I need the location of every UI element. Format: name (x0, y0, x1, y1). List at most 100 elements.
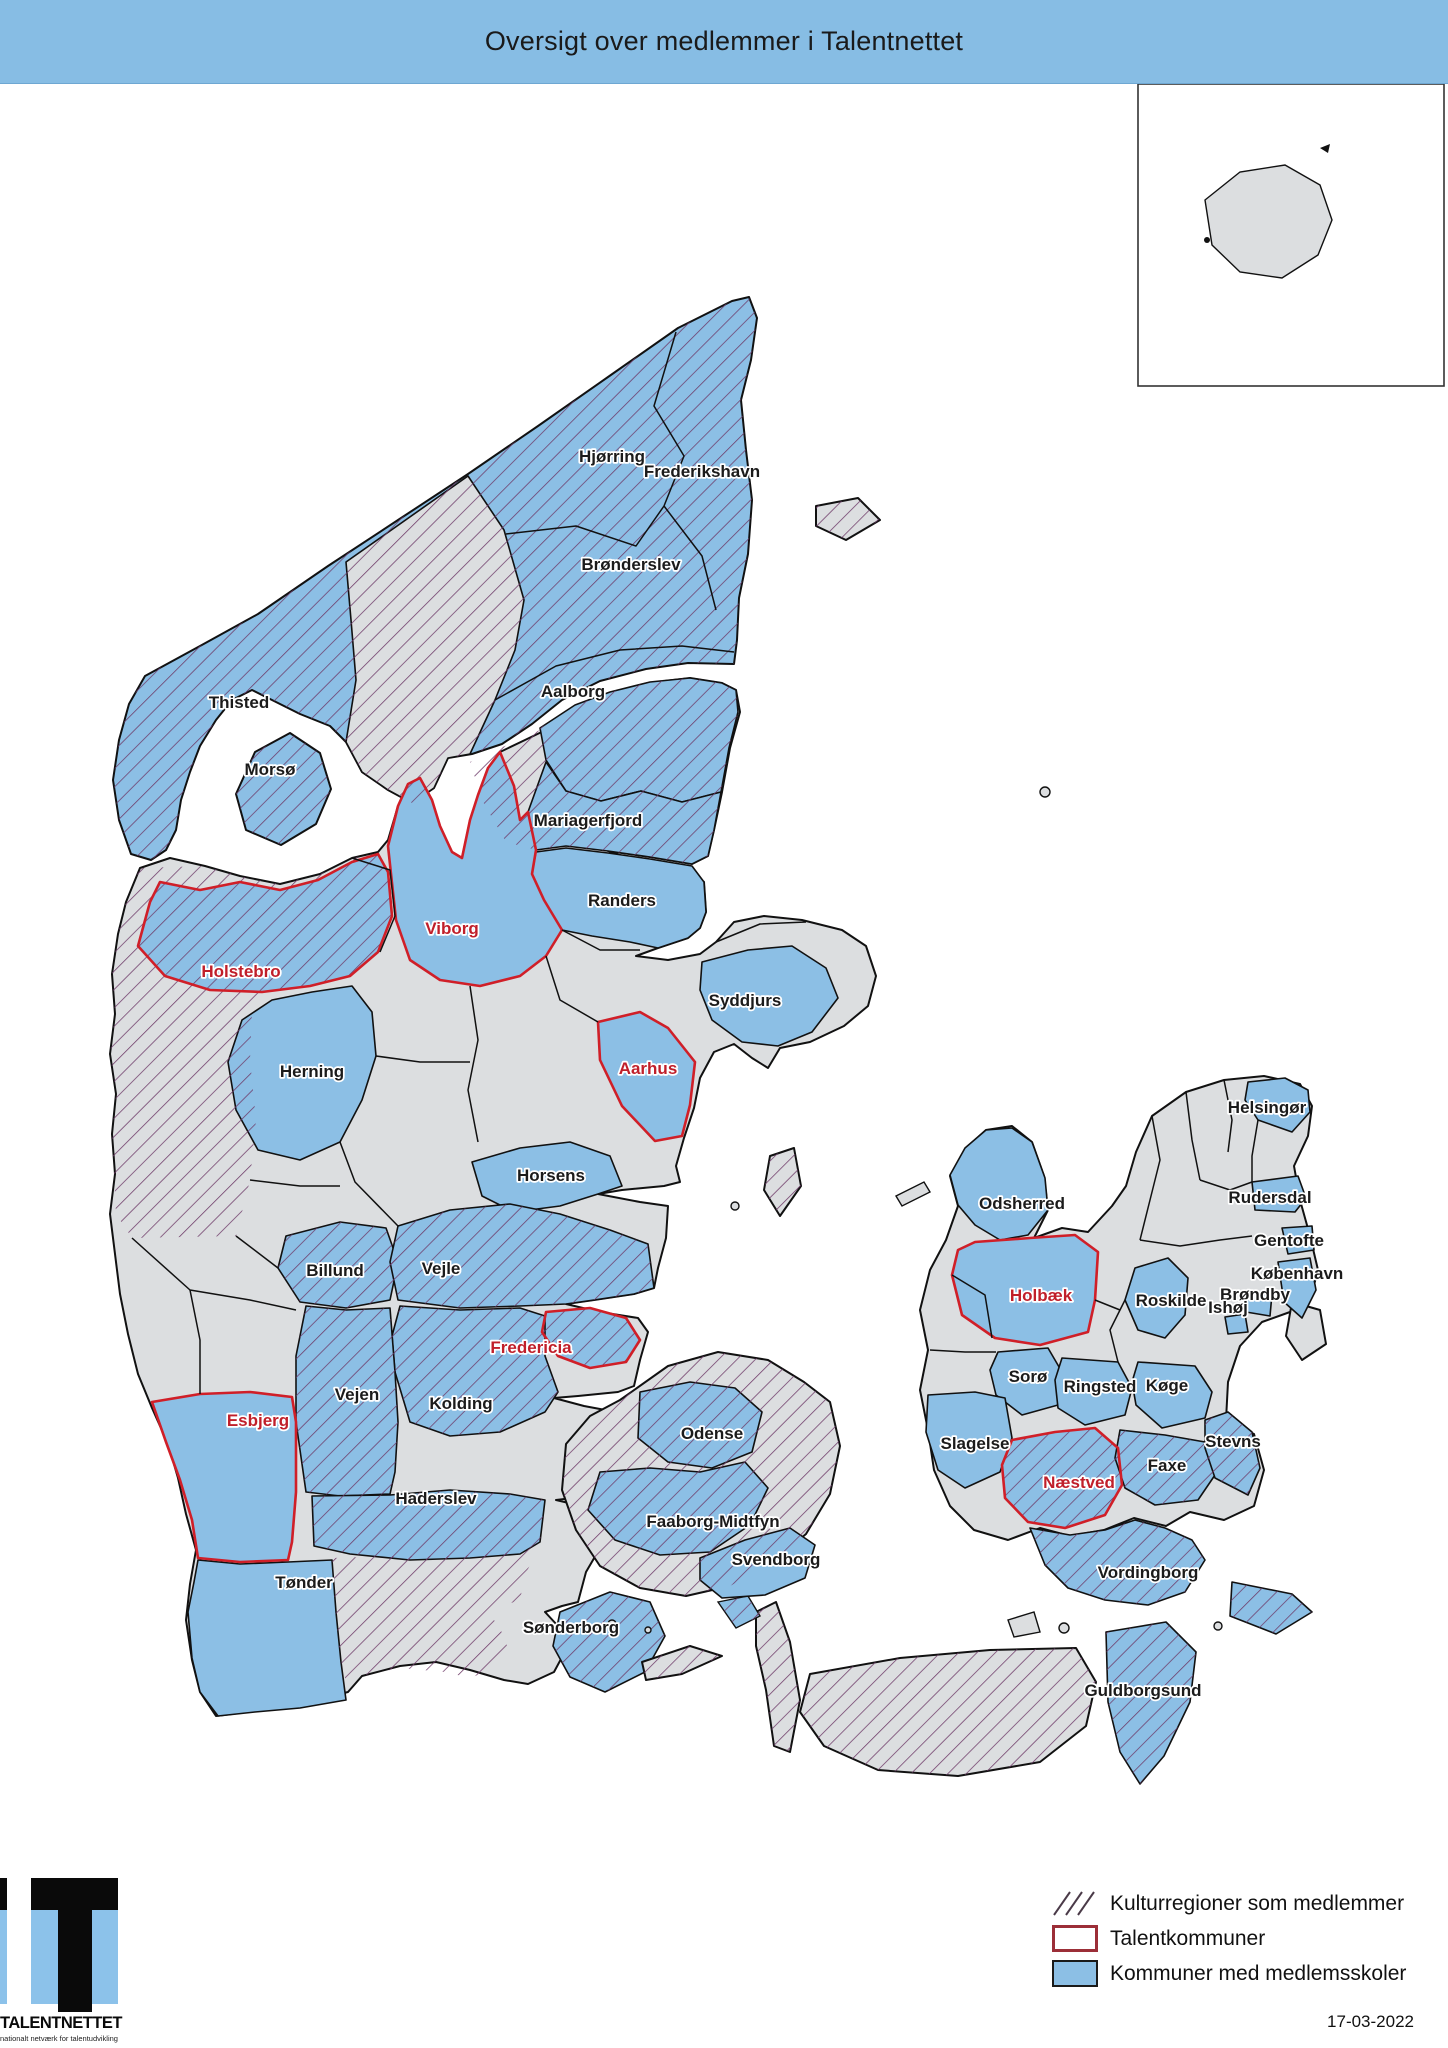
talent-border-fredericia (540, 1306, 642, 1370)
small-islands (607, 786, 1223, 1638)
municipality-slagelse (925, 1391, 1013, 1489)
talent-border-esbjerg (150, 1390, 298, 1564)
municipality-broendby (1245, 1291, 1273, 1317)
landmass-lolland (799, 1647, 1097, 1777)
talent-border-aarhus (596, 1010, 697, 1143)
map-label-gentofte: Gentofte (1254, 1231, 1324, 1250)
landmass-laesoe (815, 497, 881, 541)
landmass-amager (1285, 1301, 1327, 1361)
municipality-roskilde (1124, 1257, 1189, 1339)
map-label-holstebro: Holstebro (201, 962, 280, 981)
map-label-billund: Billund (306, 1261, 364, 1280)
map-label-odense: Odense (681, 1424, 743, 1443)
municipality-helsingoer (1244, 1077, 1311, 1133)
municipality-ringsted (1054, 1357, 1133, 1426)
map-label-haderslev: Haderslev (395, 1489, 477, 1508)
municipality-koebenhavn (1277, 1257, 1317, 1319)
map-label-viborg: Viborg (425, 919, 479, 938)
map-label-mors-: Morsø (245, 760, 297, 779)
legend-item-member-schools: Kommuner med medlemsskoler (1052, 1960, 1442, 1987)
red-outline-swatch-icon (1052, 1925, 1098, 1952)
map-label-frederikshavn: Frederikshavn (644, 462, 760, 481)
map-label-syddjurs: Syddjurs (709, 991, 782, 1010)
map-label-herning: Herning (280, 1062, 344, 1081)
map-label-slagelse: Slagelse (941, 1434, 1010, 1453)
municipality-soroe (989, 1347, 1063, 1416)
map-label-br-nderslev: Brønderslev (581, 555, 681, 574)
legend-item-culture-regions: Kulturregioner som medlemmer (1052, 1890, 1442, 1917)
hatch-swatch-icon (1052, 1890, 1098, 1917)
map-label-rudersdal: Rudersdal (1228, 1188, 1311, 1207)
map-label-horsens: Horsens (517, 1166, 585, 1185)
talent-border-holstebro (136, 852, 394, 994)
talentnettet-logo: TALENTNETTET nationalt netværk for talen… (0, 1878, 130, 2043)
legend-label-member-schools: Kommuner med medlemsskoler (1110, 1961, 1407, 1985)
bornholm-harbor-dot (1204, 237, 1210, 243)
map-label-roskilde: Roskilde (1136, 1291, 1207, 1310)
municipal-boundaries (131, 331, 1259, 1394)
map-label-fredericia: Fredericia (490, 1338, 572, 1357)
municipality-moen (1229, 1581, 1313, 1635)
legend-label-talent-municipalities: Talentkommuner (1110, 1926, 1266, 1950)
municipality-guldborgsund (1105, 1621, 1197, 1785)
talent-border-naestved (1000, 1426, 1124, 1530)
map-label-svendborg: Svendborg (732, 1550, 821, 1569)
legend-item-talent-municipalities: Talentkommuner (1052, 1925, 1442, 1952)
blue-fill-swatch-icon (1052, 1960, 1098, 1987)
map-label-ringsted: Ringsted (1064, 1377, 1137, 1396)
talent-border-holbaek (950, 1233, 1100, 1347)
municipality-rudersdal (1251, 1175, 1307, 1213)
landmass-taasinge (716, 1595, 761, 1629)
map-label-aalborg: Aalborg (541, 682, 605, 701)
landmass-bornholm (1204, 164, 1333, 279)
municipality-gentofte (1281, 1225, 1315, 1255)
map-label-t-nder: Tønder (275, 1573, 333, 1592)
municipality-toender (187, 1559, 347, 1717)
map-label-faaborg-midtfyn: Faaborg-Midtfyn (646, 1512, 779, 1531)
landmass-langeland (755, 1601, 801, 1753)
landmass-mors (235, 732, 332, 846)
map-label-ish-j: Ishøj (1208, 1298, 1248, 1317)
map-label-faxe: Faxe (1148, 1456, 1187, 1475)
map-label-thisted: Thisted (209, 693, 269, 712)
map-label-vejen: Vejen (335, 1385, 379, 1404)
map-label-holb-k: Holbæk (1010, 1286, 1073, 1305)
talent-border-viborg (386, 750, 564, 988)
map-label-esbjerg: Esbjerg (227, 1411, 289, 1430)
municipality-kolding (391, 1305, 559, 1437)
municipality-ishoej (1224, 1313, 1249, 1335)
map-label-n-stved: Næstved (1043, 1473, 1115, 1492)
map-label-helsing-r: Helsingør (1228, 1098, 1307, 1117)
map-label-vordingborg: Vordingborg (1098, 1563, 1199, 1582)
map-label-aarhus: Aarhus (619, 1059, 678, 1078)
map-label-k-ge: Køge (1146, 1376, 1189, 1395)
logo-name: TALENTNETTET (0, 2014, 123, 2032)
page-title: Oversigt over medlemmer i Talentnettet (484, 26, 964, 56)
landmass-samsoe (763, 1147, 802, 1217)
map-label-stevns: Stevns (1205, 1432, 1261, 1451)
landmass-christiansoe (1320, 144, 1330, 153)
talentnettet-logo-icon (0, 1878, 120, 2012)
talent-municipality-borders (136, 750, 1124, 1564)
municipality-syddjurs (699, 945, 839, 1047)
map-label-hj-rring: Hjørring (579, 447, 645, 466)
municipality-koege (1131, 1361, 1213, 1429)
map-label-vejle: Vejle (422, 1259, 461, 1278)
map-legend: Kulturregioner som medlemmer Talentkommu… (1052, 1890, 1442, 1995)
logo-tagline: nationalt netværk for talentudvikling (0, 2034, 118, 2043)
bornholm-inset (1137, 83, 1445, 387)
map-label-guldborgsund: Guldborgsund (1084, 1681, 1201, 1700)
map-label-kolding: Kolding (429, 1394, 492, 1413)
map-label-mariagerfjord: Mariagerfjord (534, 811, 643, 830)
map-label-s-nderborg: Sønderborg (523, 1618, 619, 1637)
map-label-odsherred: Odsherred (979, 1194, 1065, 1213)
map-date: 17-03-2022 (1327, 2012, 1414, 2031)
map-label-randers: Randers (588, 891, 656, 910)
title-bar: Oversigt over medlemmer i Talentnettet (0, 0, 1448, 84)
map-label-k-benhavn: København (1251, 1264, 1344, 1283)
legend-label-culture-regions: Kulturregioner som medlemmer (1110, 1891, 1405, 1915)
municipality-odsherred (949, 1127, 1049, 1241)
